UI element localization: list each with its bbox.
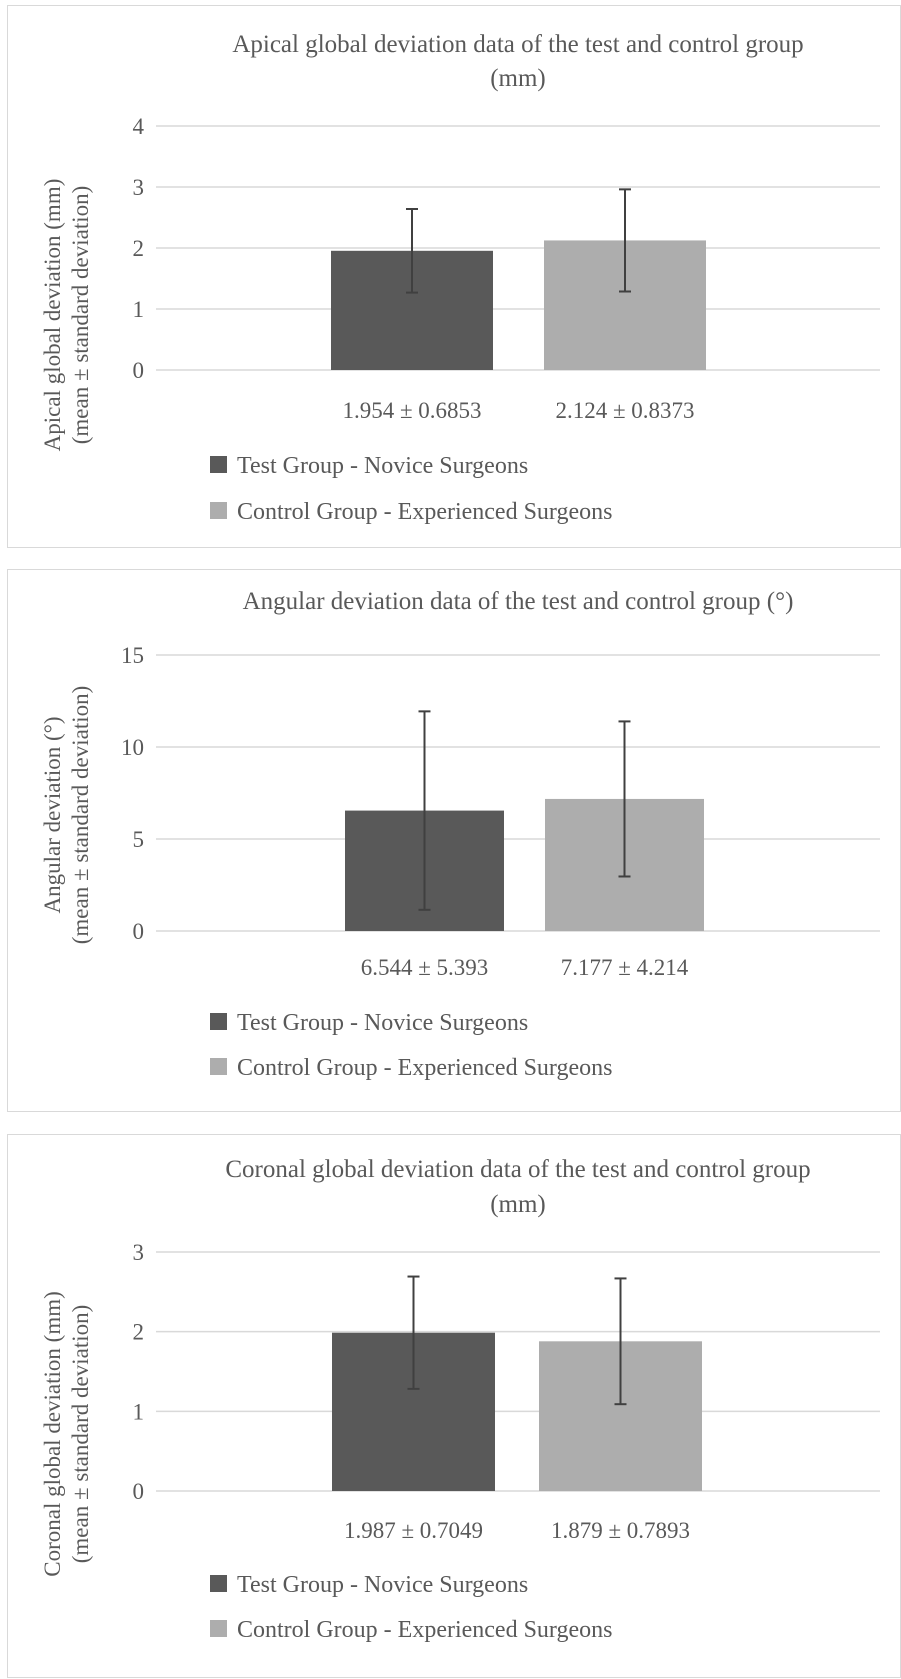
y-tick-label: 15 <box>121 643 144 668</box>
legend-label: Test Group - Novice Surgeons <box>237 453 528 479</box>
y-tick-label: 4 <box>133 114 145 139</box>
chart-angular-svg: Angular deviation data of the test and c… <box>40 588 880 1081</box>
y-axis-label: Angular deviation (°) <box>40 717 65 914</box>
category-label: 1.879 ± 0.7893 <box>551 1518 690 1543</box>
y-axis-label: Coronal global deviation (mm) <box>40 1291 65 1577</box>
y-tick-label: 5 <box>133 827 145 852</box>
chart-title: Apical global deviation data of the test… <box>232 31 803 58</box>
y-axis-label: (mean ± standard deviation) <box>68 686 93 945</box>
y-tick-label: 1 <box>133 297 145 322</box>
chart-coronal-svg: Coronal global deviation data of the tes… <box>40 1156 880 1643</box>
category-label: 6.544 ± 5.393 <box>361 955 489 980</box>
y-tick-label: 1 <box>133 1399 145 1424</box>
chart-title: (mm) <box>490 1191 546 1218</box>
category-label: 2.124 ± 0.8373 <box>555 398 694 423</box>
y-tick-label: 0 <box>133 358 145 383</box>
chart-title: Coronal global deviation data of the tes… <box>225 1156 810 1183</box>
legend-label: Control Group - Experienced Surgeons <box>237 499 612 525</box>
y-tick-label: 3 <box>133 1240 145 1265</box>
legend-swatch <box>210 1058 227 1075</box>
category-label: 7.177 ± 4.214 <box>561 955 689 980</box>
y-axis-label: (mean ± standard deviation) <box>68 1305 93 1564</box>
legend-swatch <box>210 1575 227 1592</box>
y-tick-label: 2 <box>133 236 145 261</box>
y-axis-label: (mean ± standard deviation) <box>68 186 93 445</box>
chart-panel-angular: Angular deviation data of the test and c… <box>7 569 901 1112</box>
chart-panel-coronal: Coronal global deviation data of the tes… <box>7 1134 901 1678</box>
y-tick-label: 0 <box>133 1479 145 1504</box>
legend-label: Control Group - Experienced Surgeons <box>237 1055 612 1081</box>
y-tick-label: 3 <box>133 175 145 200</box>
legend-swatch <box>210 456 227 473</box>
legend-label: Test Group - Novice Surgeons <box>237 1010 528 1036</box>
chart-title: (mm) <box>490 65 546 92</box>
legend-swatch <box>210 502 227 519</box>
y-tick-label: 2 <box>133 1320 145 1345</box>
y-tick-label: 0 <box>133 919 145 944</box>
y-tick-label: 10 <box>121 735 144 760</box>
chart-title: Angular deviation data of the test and c… <box>243 588 794 615</box>
legend-label: Control Group - Experienced Surgeons <box>237 1617 612 1643</box>
chart-apical-svg: Apical global deviation data of the test… <box>40 31 880 525</box>
legend-swatch <box>210 1013 227 1030</box>
category-label: 1.954 ± 0.6853 <box>342 398 481 423</box>
category-label: 1.987 ± 0.7049 <box>344 1518 483 1543</box>
legend-swatch <box>210 1620 227 1637</box>
legend-label: Test Group - Novice Surgeons <box>237 1572 528 1598</box>
chart-panel-apical: Apical global deviation data of the test… <box>7 5 901 548</box>
y-axis-label: Apical global deviation (mm) <box>40 179 65 452</box>
